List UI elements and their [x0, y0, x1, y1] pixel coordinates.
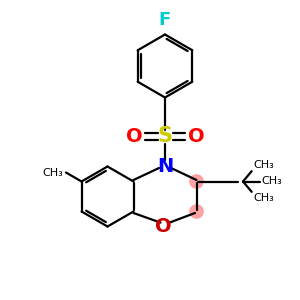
Text: O: O	[155, 217, 172, 236]
Text: F: F	[159, 11, 171, 29]
Text: O: O	[126, 127, 142, 146]
Text: S: S	[158, 127, 172, 146]
Text: CH₃: CH₃	[253, 160, 274, 170]
Circle shape	[190, 205, 203, 218]
Text: CH₃: CH₃	[43, 167, 64, 178]
Text: N: N	[157, 157, 173, 176]
Circle shape	[190, 175, 203, 188]
Text: O: O	[188, 127, 204, 146]
Text: CH₃: CH₃	[261, 176, 282, 187]
Text: CH₃: CH₃	[253, 193, 274, 203]
